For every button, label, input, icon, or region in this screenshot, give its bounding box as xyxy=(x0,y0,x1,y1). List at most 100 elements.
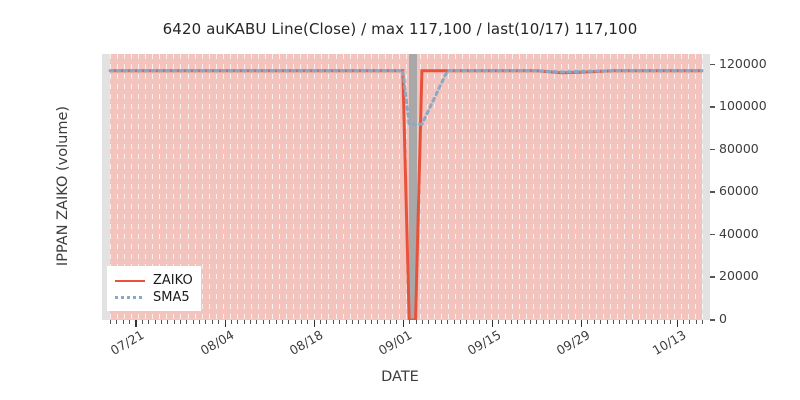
gap-band-annotation xyxy=(409,54,418,320)
gridline xyxy=(518,54,520,320)
x-tick-minor xyxy=(307,320,309,324)
x-tick-minor xyxy=(638,320,640,324)
gridline xyxy=(117,54,119,320)
x-tick-minor xyxy=(460,320,462,324)
gridline xyxy=(222,54,224,320)
y-tick-label: 40000 xyxy=(719,225,759,241)
y-tick-mark xyxy=(710,233,715,236)
gridline xyxy=(363,54,365,320)
x-tick-minor xyxy=(619,320,621,324)
x-tick-minor xyxy=(211,320,213,324)
x-tick-minor xyxy=(670,320,672,324)
x-tick-major xyxy=(402,320,405,327)
x-axis-title: DATE xyxy=(381,369,419,385)
gridline xyxy=(173,54,175,320)
x-tick-major xyxy=(581,320,583,327)
x-tick-minor xyxy=(390,320,392,324)
x-tick-minor xyxy=(441,320,442,324)
gridline xyxy=(582,54,584,320)
x-tick-minor xyxy=(651,320,653,324)
legend-label-zaiko: ZAIKO xyxy=(153,273,193,288)
x-tick-minor xyxy=(339,320,341,324)
x-tick-label: 09/01 xyxy=(375,327,415,359)
gridline xyxy=(342,54,344,320)
x-tick-minor xyxy=(326,320,328,324)
x-tick-minor xyxy=(262,320,264,324)
x-tick-minor xyxy=(110,320,111,324)
gridline xyxy=(462,54,464,320)
x-tick-minor xyxy=(631,320,633,324)
x-tick-minor xyxy=(160,320,162,324)
x-tick-minor xyxy=(192,320,194,324)
gridline xyxy=(349,54,351,320)
y-tick-label: 100000 xyxy=(719,98,767,114)
x-tick-minor xyxy=(568,320,570,324)
x-tick-minor xyxy=(434,320,436,324)
x-tick-minor xyxy=(428,320,430,324)
gridline xyxy=(554,54,555,320)
x-tick-major xyxy=(224,320,226,327)
gridline xyxy=(441,54,443,320)
gridline xyxy=(279,54,281,320)
x-tick-minor xyxy=(275,320,277,324)
x-tick-minor xyxy=(549,320,551,324)
gridline xyxy=(145,54,147,320)
gridline xyxy=(377,54,379,320)
x-tick-minor xyxy=(396,320,398,324)
gridline xyxy=(603,54,605,320)
gridline xyxy=(208,54,210,320)
x-tick-minor xyxy=(186,320,188,324)
x-tick-minor xyxy=(504,320,506,324)
gridline xyxy=(272,54,274,320)
x-tick-minor xyxy=(351,320,353,324)
gridline xyxy=(307,54,309,320)
x-tick-minor xyxy=(530,320,532,324)
gridline xyxy=(250,54,252,320)
series-line-sma5 xyxy=(108,69,704,126)
gridline xyxy=(321,54,323,320)
x-tick-minor xyxy=(332,320,334,324)
gridline xyxy=(596,54,598,320)
x-tick-minor xyxy=(250,320,252,324)
x-tick-minor xyxy=(377,320,379,324)
legend-item-zaiko[interactable]: ZAIKO xyxy=(115,272,194,289)
series-lines xyxy=(108,69,704,320)
gridline xyxy=(335,54,337,320)
x-tick-minor xyxy=(523,320,525,324)
vertical-gridlines xyxy=(110,54,703,320)
y-tick-label: 120000 xyxy=(719,55,767,71)
gridline xyxy=(490,54,492,320)
x-tick-minor xyxy=(466,320,468,324)
x-tick-major xyxy=(313,320,316,327)
y-tick-mark xyxy=(710,63,715,66)
x-tick-minor xyxy=(288,320,290,324)
gridline xyxy=(152,54,154,320)
gridline xyxy=(293,54,295,320)
gridline xyxy=(504,54,506,320)
legend[interactable]: ZAIKO SMA5 xyxy=(107,266,201,311)
gridline xyxy=(138,54,140,320)
y-tick-label: 0 xyxy=(719,311,727,326)
y-tick-mark xyxy=(710,191,715,193)
legend-item-sma5[interactable]: SMA5 xyxy=(115,289,194,306)
x-tick-minor xyxy=(415,320,417,324)
x-tick-minor xyxy=(663,320,665,324)
gridline xyxy=(448,54,450,320)
gridline xyxy=(476,54,478,320)
x-tick-minor xyxy=(600,320,602,324)
x-tick-minor xyxy=(644,320,646,324)
x-tick-minor xyxy=(358,320,360,324)
gridline xyxy=(694,54,696,320)
gridline xyxy=(638,54,640,320)
gridline xyxy=(159,54,161,320)
x-tick-minor xyxy=(593,320,595,324)
x-tick-label: 08/18 xyxy=(286,327,326,359)
gridline xyxy=(384,54,386,320)
gridline xyxy=(680,54,682,320)
y-tick-mark xyxy=(710,276,715,279)
gridline xyxy=(300,54,302,320)
gridline xyxy=(687,54,689,320)
gridline xyxy=(398,54,400,320)
x-tick-minor xyxy=(122,320,124,324)
